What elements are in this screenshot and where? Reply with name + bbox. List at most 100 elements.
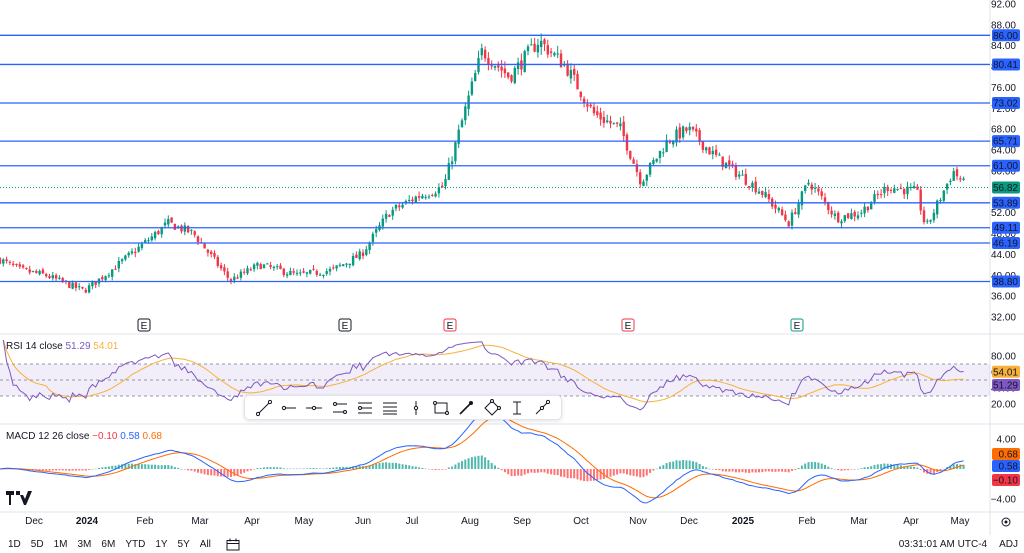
- macd-hist-bar: [48, 469, 51, 471]
- candle-body: [401, 204, 404, 208]
- macd-hist-bar: [536, 469, 539, 473]
- macd-hist-bar: [381, 462, 384, 469]
- candle-body: [203, 243, 206, 249]
- candle-body: [599, 112, 602, 120]
- candle-body: [163, 222, 167, 226]
- range-button[interactable]: 6M: [101, 538, 116, 550]
- range-button[interactable]: 5D: [30, 538, 44, 550]
- macd-hist-bar: [230, 469, 232, 477]
- candle-body: [454, 142, 457, 162]
- macd-hist-bar: [111, 465, 114, 469]
- range-button[interactable]: 3M: [77, 538, 92, 550]
- candle-body: [256, 262, 259, 266]
- earnings-marker-box[interactable]: [621, 318, 635, 332]
- date-range-icon[interactable]: [507, 398, 527, 418]
- range-button[interactable]: YTD: [125, 538, 146, 550]
- earnings-marker[interactable]: E: [621, 318, 635, 332]
- macd-value-badge: [992, 460, 1020, 472]
- candle-body: [734, 165, 738, 177]
- macd-hist-bar: [840, 469, 843, 471]
- horizontal-levels[interactable]: 86.00 80.41 73.02 65.71 61.00 53.89 49.11 46.19…: [0, 29, 1020, 288]
- tradingview-logo-icon[interactable]: [6, 491, 32, 510]
- macd-hist-bar: [385, 462, 388, 469]
- candle-body: [576, 73, 579, 90]
- candle-body: [916, 186, 919, 190]
- candle-body: [365, 249, 368, 255]
- candle-body: [190, 229, 193, 231]
- range-button[interactable]: All: [199, 538, 211, 550]
- settings-gear-icon[interactable]: [1001, 517, 1011, 527]
- brush-icon[interactable]: [456, 398, 476, 418]
- range-button[interactable]: 1M: [53, 538, 68, 550]
- macd-hist-bar: [550, 469, 553, 475]
- earnings-marker[interactable]: E: [137, 318, 151, 332]
- macd-hist-bar: [84, 469, 87, 471]
- candle-body: [546, 45, 549, 55]
- candle-body: [487, 58, 490, 64]
- candle-body: [467, 95, 470, 109]
- adj-toggle[interactable]: ADJ: [999, 538, 1018, 550]
- earnings-marker-box[interactable]: [338, 318, 352, 332]
- macd-hist-bar: [170, 465, 173, 469]
- candle-body: [84, 289, 87, 293]
- candle-body: [441, 185, 444, 188]
- candle-body: [153, 231, 157, 239]
- date-range-icon[interactable]: [226, 538, 240, 551]
- parallel-channel-icon[interactable]: [330, 398, 350, 418]
- candle-body: [764, 192, 767, 197]
- candle-body: [602, 117, 606, 123]
- info-line-icon[interactable]: [532, 398, 552, 418]
- macd-hist-bar: [484, 457, 487, 469]
- macd-hist-bar: [903, 466, 906, 469]
- earnings-marker-box[interactable]: [790, 318, 804, 332]
- macd-hist-bar: [94, 468, 97, 470]
- earnings-marker[interactable]: E: [443, 318, 457, 332]
- macd-legend[interactable]: MACD 12 26 close −0.10 0.58 0.68: [6, 431, 162, 442]
- macd-hist-bar: [675, 460, 678, 469]
- rectangle-icon[interactable]: [431, 398, 451, 418]
- earnings-marker[interactable]: E: [790, 318, 804, 332]
- macd-hist-bar: [236, 469, 239, 476]
- level-label-badge: [992, 236, 1020, 249]
- last-price-label: 56.82: [993, 183, 1018, 194]
- vertical-line-icon[interactable]: [406, 398, 426, 418]
- macd-hist-bar: [12, 468, 15, 470]
- candle-body: [906, 186, 909, 195]
- candle-body: [549, 51, 553, 53]
- candles: [0, 33, 965, 294]
- macd-hist-bar: [543, 469, 546, 473]
- macd-hist-bar: [299, 468, 302, 470]
- candle-body: [949, 180, 952, 182]
- earnings-marker[interactable]: E: [338, 318, 352, 332]
- macd-hist-bar: [124, 463, 127, 469]
- fib-retracement-icon[interactable]: [380, 398, 400, 418]
- range-button[interactable]: 1D: [8, 538, 21, 550]
- range-button[interactable]: 5Y: [177, 538, 190, 550]
- macd-hist-bar: [503, 469, 506, 473]
- range-button[interactable]: 1Y: [155, 538, 168, 550]
- candle-body: [744, 173, 747, 185]
- price-tick-label: 32.00: [991, 313, 1016, 324]
- regression-trend-icon[interactable]: [355, 398, 375, 418]
- candle-body: [322, 274, 325, 277]
- path-icon[interactable]: [482, 398, 502, 418]
- macd-hist-bar: [35, 469, 38, 471]
- horizontal-line-icon[interactable]: [304, 398, 324, 418]
- candle-body: [305, 272, 309, 274]
- timestamp[interactable]: 03:31:01 AM UTC-4: [898, 538, 988, 550]
- candle-body: [569, 69, 573, 79]
- rsi-legend[interactable]: RSI 14 close 51.29 54.01: [6, 341, 118, 352]
- time-axis[interactable]: Dec 2024 Feb Mar Apr May Jun Jul Aug Sep Oct Nov Dec…: [25, 516, 969, 527]
- macd-hist-bar: [602, 469, 605, 479]
- price-tick-label: 88.00: [991, 20, 1016, 31]
- earnings-marker-box[interactable]: [137, 318, 151, 332]
- trend-line-icon[interactable]: [254, 398, 274, 418]
- chart-canvas[interactable]: 92.00 88.00 84.00 80.00 76.00 72.00 68.00 64.00…: [0, 0, 1024, 535]
- candle-body: [856, 215, 860, 219]
- candle-body: [18, 264, 21, 267]
- earnings-marker-box[interactable]: [443, 318, 457, 332]
- macd-hist-bar: [929, 469, 932, 475]
- horizontal-ray-icon[interactable]: [279, 398, 299, 418]
- candle-body: [606, 120, 609, 123]
